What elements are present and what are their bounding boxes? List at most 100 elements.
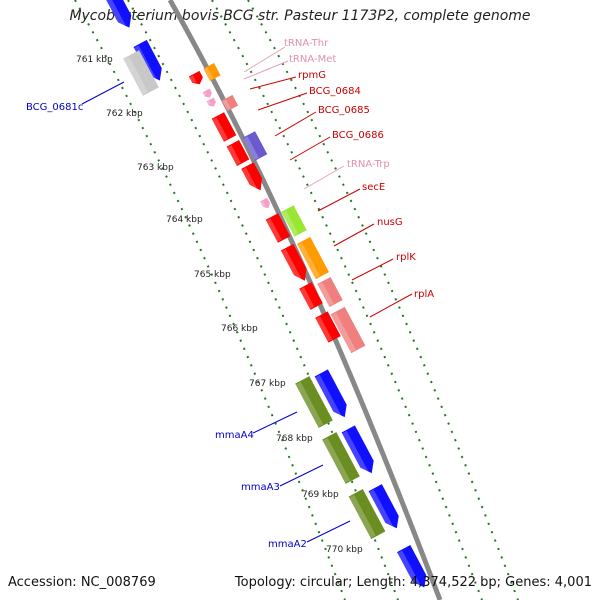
gene-red-a-shape [226,140,250,166]
kbp-tick-770: 770 kbp [326,545,363,555]
gene-secE-shape [281,205,307,237]
gene-label-mmaA4[interactable]: mmaA4 [215,430,254,441]
kbp-tick-765: 765 kbp [194,270,231,280]
accession-text: Accession: NC_008769 [8,575,156,590]
leader-BCG_0684 [257,92,308,111]
gene-tRNA-Met[interactable] [202,88,214,100]
gene-label-BCG_0684[interactable]: BCG_0684 [309,86,361,97]
gene-mmaA2-highlight [349,494,376,539]
gene-red-e-shape [299,282,323,310]
gene-label-rplA[interactable]: rplA [414,289,434,300]
gene-rplK-shape [317,277,343,307]
kbp-tick-762: 762 kbp [106,109,143,119]
gene-BCG_0681c-highlight [123,56,149,95]
gene-label-BCG_0686[interactable]: BCG_0686 [332,130,384,141]
gene-red-c-highlight [266,218,282,242]
gene-tRNA-Trp[interactable] [260,197,272,211]
gene-BCG_0686[interactable] [242,131,268,161]
gene-tRNA-Thr-small-shape [206,97,216,107]
kbp-tick-764: 764 kbp [166,215,203,225]
gene-blue-top-shape [103,0,132,28]
gene-label-mmaA2[interactable]: mmaA2 [268,539,307,550]
gene-mmaA3-highlight [322,437,351,483]
gene-blue-mmaA3-shape [341,425,374,474]
gene-rpmG-highlight [189,75,197,84]
gene-label-BCG_0685[interactable]: BCG_0685 [318,105,370,116]
leader-tRNA-Trp [303,165,345,190]
gene-rpmG[interactable] [188,70,205,87]
gene-label-rplK[interactable]: rplK [396,252,416,263]
gene-label-tRNA-Met[interactable]: tRNA-Met [289,54,336,65]
leader-mmaA4 [252,411,298,434]
leader-rpmG [249,76,297,90]
leader-rplA [369,293,413,318]
gene-tRNA-Met-highlight [203,91,207,96]
gene-red-c[interactable] [265,213,291,243]
gene-blue-mmaA2-shape [368,484,399,529]
leader-BCG_0686 [289,136,331,161]
gene-red-b[interactable] [241,162,267,193]
gene-label-mmaA3[interactable]: mmaA3 [241,482,280,493]
gene-rpmG-shape [188,70,203,85]
gene-tRNA-Trp-highlight [260,201,266,207]
gene-label-tRNA-Trp[interactable]: tRNA-Trp [347,159,390,170]
gene-label-secE[interactable]: secE [362,182,385,193]
gene-red-a[interactable] [226,140,250,166]
gene-blue-mmaA2[interactable] [368,484,404,532]
gene-blue-top-left-shape [133,39,162,81]
leader-BCG_0685 [274,111,317,137]
gene-red-e-highlight [299,287,315,309]
gene-blue-mmaA4[interactable] [314,369,352,420]
gene-label-rpmG[interactable]: rpmG [298,70,326,81]
gene-nusG[interactable] [296,236,330,280]
genome-backbone [167,0,443,600]
gene-red-e[interactable] [299,282,323,310]
leader-tRNA-Thr [243,46,286,73]
gene-mmaA2[interactable] [348,489,386,539]
gene-secE-highlight [281,210,299,236]
leader-secE [317,188,361,212]
kbp-tick-769: 769 kbp [302,490,339,500]
leader-nusG [333,223,375,247]
gene-tRNA-Thr[interactable] [203,63,221,81]
track-guide-3 [211,0,483,600]
gene-blue-top-highlight [104,0,126,28]
gene-blue-mmaA3[interactable] [341,425,379,476]
gene-rplK-highlight [317,282,334,307]
gene-tRNA-Trp-shape [260,197,271,209]
gene-blue-mmaA2-highlight [369,489,393,529]
gene-label-BCG_0681c[interactable]: BCG_0681c [26,102,83,113]
gene-rplK[interactable] [317,277,343,307]
gene-mmaA3-shape [322,432,360,484]
gene-BCG_0686-shape [242,131,268,161]
gene-tRNA-Thr-small[interactable] [206,97,218,109]
leader-mmaA2 [306,520,351,543]
gene-label-tRNA-Thr[interactable]: tRNA-Thr [284,38,329,49]
gene-red-d-highlight [281,249,302,281]
gene-red-d[interactable] [280,243,311,284]
gene-rplA-highlight [331,312,356,353]
gene-blue-mmaA4-shape [314,369,347,418]
gene-labels: tRNA-Thr tRNA-Met rpmG BCG_0684 BCG_0685… [26,38,434,550]
gene-BCG_0681c[interactable] [123,50,159,96]
leader-rplK [351,258,394,281]
gene-blue-top[interactable] [103,0,136,31]
gene-red-c-shape [265,213,291,243]
kbp-tick-768: 768 kbp [276,434,313,444]
gene-BCG_0685-highlight [212,117,228,141]
gene-mmaA4[interactable] [295,376,333,428]
gene-label-nusG[interactable]: nusG [377,217,403,228]
gene-BCG_0685[interactable] [211,112,237,142]
gene-BCG_0681c-shape [123,50,159,96]
gene-rplA[interactable] [330,306,366,354]
gene-BCG_0684-highlight [222,99,231,111]
gene-BCG_0684[interactable] [221,94,239,112]
kbp-ticks: 761 kbp 762 kbp 763 kbp 764 kbp 765 kbp … [76,55,363,555]
gene-blue-bottom[interactable] [397,545,431,591]
gene-tRNA-Met-shape [202,88,212,98]
gene-mmaA3[interactable] [322,432,360,484]
gene-red-f[interactable] [315,311,341,343]
gene-secE[interactable] [281,205,307,237]
kbp-tick-766: 766 kbp [221,324,258,334]
